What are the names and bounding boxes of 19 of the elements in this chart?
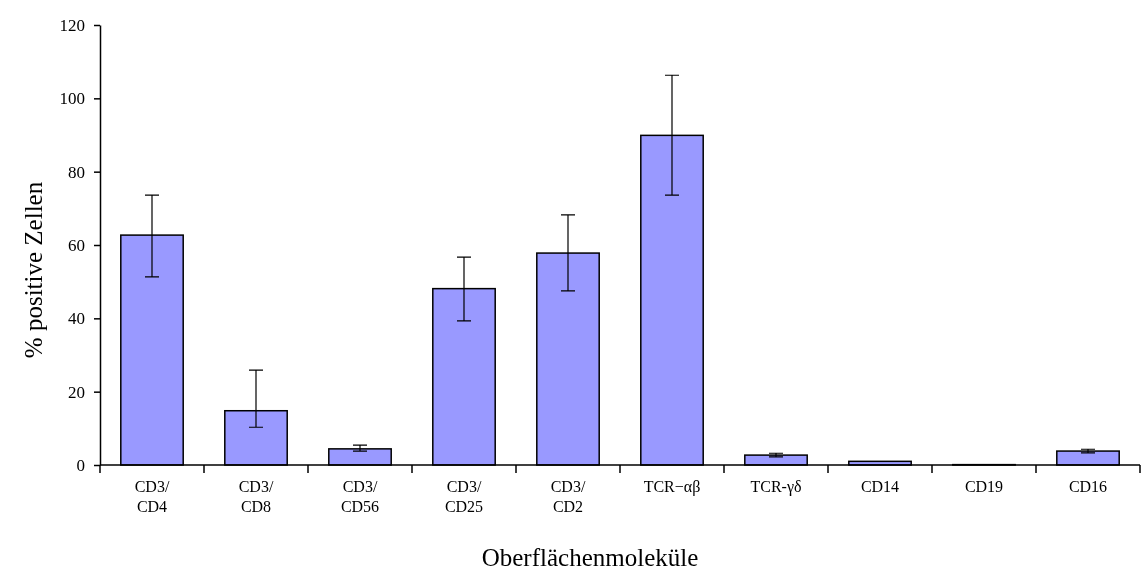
- x-tick-label: CD3/CD4: [134, 478, 170, 515]
- x-tick-label: CD3/CD2: [550, 478, 586, 515]
- x-tick-label: CD3/CD8: [238, 478, 274, 515]
- x-tick-label: CD14: [860, 478, 900, 495]
- x-tick-label: CD3/CD25: [444, 478, 484, 515]
- y-tick-label: 60: [68, 235, 85, 255]
- y-tick-label: 0: [76, 455, 85, 475]
- y-tick-label: 20: [68, 382, 85, 402]
- y-tick-label: 80: [68, 162, 85, 182]
- y-tick-label: 100: [59, 89, 85, 109]
- x-tick-label: CD3/CD56: [340, 478, 380, 515]
- x-tick-label: TCR-γδ: [750, 478, 802, 496]
- x-tick-label: TCR−αβ: [643, 478, 701, 496]
- x-tick-label: CD19: [964, 478, 1004, 495]
- y-tick-label: 120: [59, 15, 85, 35]
- x-axis-title: Oberflächenmoleküle: [481, 544, 699, 571]
- y-axis-title: % positive Zellen: [20, 181, 47, 359]
- x-tick-label: CD16: [1068, 478, 1108, 495]
- y-tick-label: 40: [68, 309, 85, 329]
